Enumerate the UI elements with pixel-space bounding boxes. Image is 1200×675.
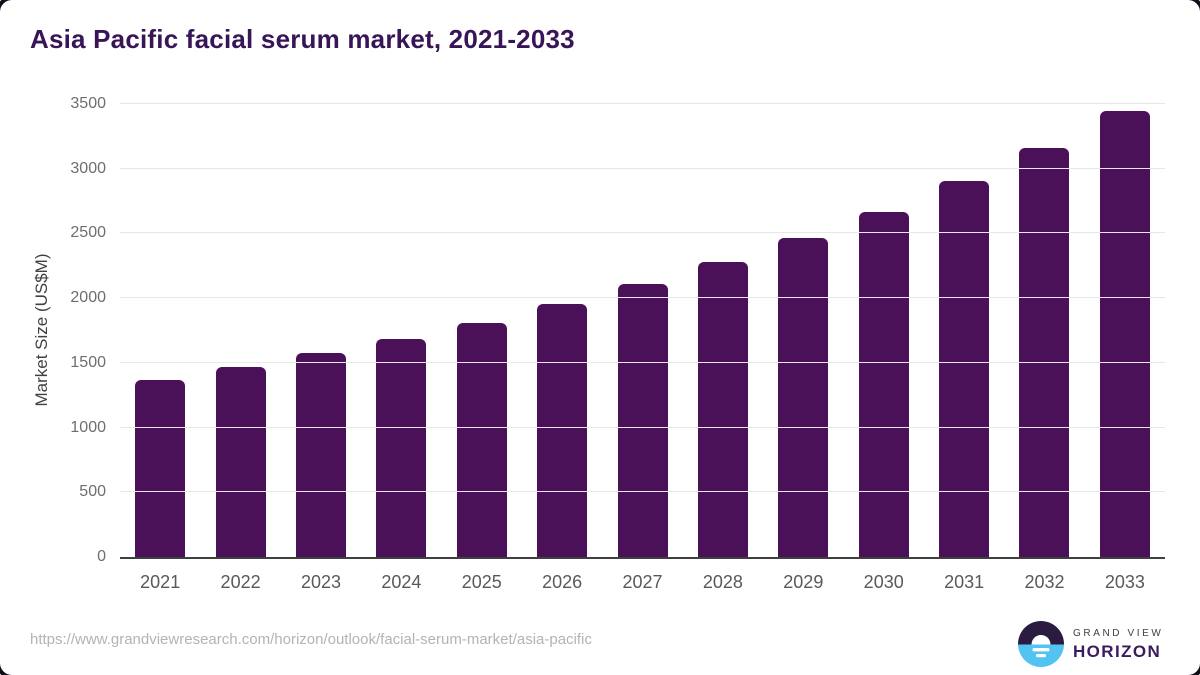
y-tick-label: 0 bbox=[97, 548, 106, 565]
bar bbox=[858, 211, 909, 557]
gridline bbox=[120, 361, 1165, 363]
y-tick-label: 3500 bbox=[70, 95, 106, 112]
bars-container: 2021 2022 2023 2024 2025 2026 2027 2028 2029 2030… bbox=[120, 104, 1165, 591]
bar-slot: 2031 bbox=[924, 104, 1004, 591]
y-tick-label: 1500 bbox=[70, 353, 106, 371]
bar bbox=[215, 367, 266, 557]
bar-slot: 2023 bbox=[281, 104, 361, 591]
x-tick-label: 2026 bbox=[542, 572, 583, 592]
brand-name-top: GRAND VIEW bbox=[1073, 627, 1164, 639]
gridline bbox=[120, 103, 1165, 104]
gridline bbox=[120, 491, 1165, 493]
bar-slot: 2030 bbox=[844, 104, 924, 591]
bar-slot: 2032 bbox=[1004, 104, 1084, 591]
bar bbox=[1099, 111, 1150, 557]
bar bbox=[456, 322, 507, 557]
chart-title: Asia Pacific facial serum market, 2021-2… bbox=[30, 24, 575, 54]
y-axis-title: Market Size (US$M) bbox=[32, 253, 51, 407]
bar bbox=[697, 262, 748, 557]
x-tick-label: 2029 bbox=[783, 572, 824, 592]
bar-slot: 2021 bbox=[120, 104, 200, 591]
x-tick-label: 2033 bbox=[1104, 572, 1145, 592]
x-tick-label: 2025 bbox=[461, 572, 502, 592]
brand-logo-text: GRAND VIEW HORIZON bbox=[1073, 627, 1164, 661]
y-tick-label: 2500 bbox=[70, 224, 106, 242]
gridline bbox=[120, 426, 1165, 428]
bar bbox=[537, 304, 588, 557]
source-url: https://www.grandviewresearch.com/horizo… bbox=[30, 631, 592, 648]
bar bbox=[617, 284, 668, 557]
x-tick-label: 2021 bbox=[140, 572, 181, 592]
x-tick-label: 2031 bbox=[944, 572, 985, 592]
bar-slot: 2028 bbox=[683, 104, 763, 591]
bar-slot: 2022 bbox=[200, 104, 280, 591]
brand-name-bottom: HORIZON bbox=[1073, 641, 1162, 661]
x-tick-label: 2024 bbox=[381, 572, 422, 592]
x-tick-label: 2023 bbox=[300, 572, 341, 592]
x-tick-label: 2027 bbox=[622, 572, 663, 592]
bar bbox=[939, 181, 990, 557]
bar bbox=[295, 353, 346, 557]
bar-slot: 2026 bbox=[522, 104, 602, 591]
x-tick-label: 2030 bbox=[863, 572, 904, 592]
bar bbox=[376, 338, 427, 557]
bar-slot: 2029 bbox=[763, 104, 843, 591]
horizon-sun-logo-icon bbox=[1018, 621, 1064, 667]
bar bbox=[135, 379, 186, 557]
bar-slot: 2024 bbox=[361, 104, 441, 591]
bar-slot: 2025 bbox=[442, 104, 522, 591]
gridline bbox=[120, 167, 1165, 169]
x-tick-label: 2028 bbox=[702, 572, 743, 592]
bar-slot: 2027 bbox=[602, 104, 682, 591]
x-tick-label: 2032 bbox=[1024, 572, 1065, 592]
gridline bbox=[120, 297, 1165, 299]
bar-slot: 2033 bbox=[1085, 104, 1165, 591]
bar bbox=[778, 238, 829, 557]
brand-logo: GRAND VIEW HORIZON bbox=[1018, 621, 1163, 667]
gridline bbox=[120, 232, 1165, 234]
y-tick-label: 500 bbox=[79, 483, 106, 501]
bar bbox=[1019, 148, 1070, 557]
x-tick-label: 2022 bbox=[220, 572, 261, 592]
plot-area: 2021 2022 2023 2024 2025 2026 2027 2028 2029 2030… bbox=[70, 96, 1165, 591]
y-tick-label: 3000 bbox=[70, 159, 106, 177]
y-tick-label: 1000 bbox=[70, 418, 106, 436]
y-tick-label: 2000 bbox=[70, 289, 106, 307]
